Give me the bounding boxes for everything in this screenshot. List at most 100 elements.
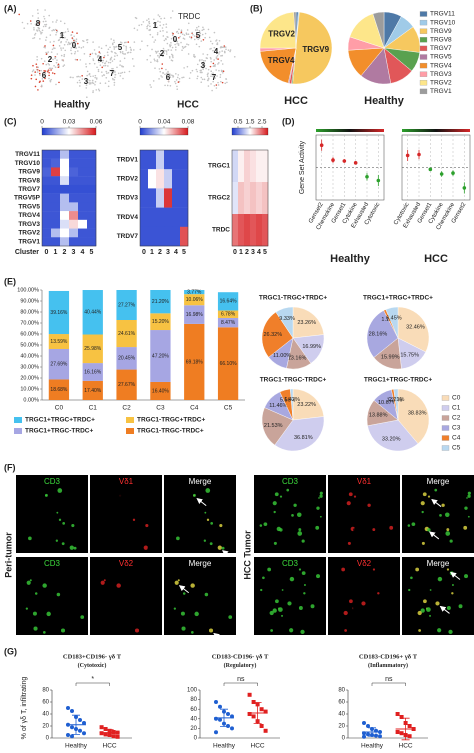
tsne-cell [121,71,124,74]
cell-signal [437,576,443,582]
heat-cell [51,176,61,186]
tsne-cell [38,72,41,75]
panel-label: (E) [4,276,16,286]
heat-cell [60,228,70,238]
tsne-cell [229,50,231,53]
cell-signal [209,542,213,546]
tsne-cell [44,77,46,80]
cell-signal [143,545,148,550]
tsne-cell [205,67,207,70]
tsne-cell [210,60,213,63]
y-tick-label: 80 [190,697,197,703]
tsne-cell [109,61,112,64]
legend-label: TRGV7 [430,45,452,52]
cell-signal [131,488,137,493]
tsne-cell [177,43,180,45]
tsne-cell [50,69,52,71]
cell-signal [25,607,28,610]
heat-cell [256,150,263,183]
cell-signal [145,523,149,528]
cell-signal [287,601,292,606]
micrograph [402,475,474,553]
point [376,178,381,183]
cell-signal [26,580,31,585]
heat-cell [156,207,165,227]
cell-signal [353,495,357,498]
cell-signal [190,583,195,588]
tsne-cell [53,40,55,43]
micrograph [402,557,474,635]
tsne-cell [204,36,206,39]
tsne-cell [102,59,105,62]
point [226,724,230,728]
value-label: 20.45% [118,356,136,362]
group-label: Healthy [54,100,91,111]
heat-cell [42,219,52,229]
tsne-cell [146,19,148,22]
tsne-cell [159,70,162,73]
tsne-cell [115,45,118,48]
tsne-cell [50,78,53,81]
tsne-cell [207,77,210,80]
cell-signal [174,580,179,585]
tsne-cell [134,16,137,19]
tsne-cell [70,33,73,36]
cell-signal [467,494,471,498]
tsne-cell [45,20,47,23]
tsne-cell [209,40,212,43]
tsne-cell [156,60,159,63]
tsne-cell [181,76,183,79]
tsne-cell [202,64,204,67]
tsne-cell [168,74,171,77]
tsne-cell [146,27,148,30]
pie-slice [393,388,399,421]
tsne-cell [171,10,174,12]
colorbar [41,127,97,136]
tsne-cell [188,77,191,80]
slice-label: 1.42% [284,397,300,403]
pie-slice [372,11,385,49]
tsne-cell [106,72,108,75]
tsne-cell [73,40,76,43]
pie-slice [259,11,297,49]
cell-signal [346,608,351,613]
column-label: 3 [166,249,170,256]
cell-signal [371,531,377,536]
tsne-cell [175,46,177,49]
tsne-cell [51,29,53,32]
legend-swatch [419,37,428,43]
legend-label: TRGV3 [430,71,452,78]
value-label: 27.69% [50,362,68,368]
tsne-cell [162,23,165,26]
heat-cell [244,214,251,247]
cell-signal [427,495,431,498]
bar-segment [116,290,137,320]
tsne-cell [89,55,91,58]
tsne-cell [201,78,204,81]
heat-cell [238,182,245,215]
tsne-cell [113,41,115,44]
tsne-cell [127,41,130,43]
tsne-cell [55,61,58,64]
tsne-cell [49,34,52,36]
tsne-cell [30,77,33,80]
tsne-cell [177,44,180,47]
tsne-cell [88,83,91,85]
tsne-cell [59,37,61,39]
cell-signal [449,539,453,543]
heat-cell [164,150,173,170]
tsne-cell [48,14,50,17]
tsne-cell [168,44,171,46]
tsne-cell [99,52,101,55]
cell-signal [173,607,176,610]
tsne-cell [32,64,34,67]
tsne-cell [177,32,180,35]
tsne-cell [56,30,59,33]
row-label: TRGV5 [18,203,40,210]
tsne-cell [222,70,225,73]
cell-signal [42,583,47,588]
tsne-cell [162,35,165,37]
value-label: 18.68% [50,387,68,393]
tsne-cell [107,85,110,88]
legend-swatch [14,417,22,423]
